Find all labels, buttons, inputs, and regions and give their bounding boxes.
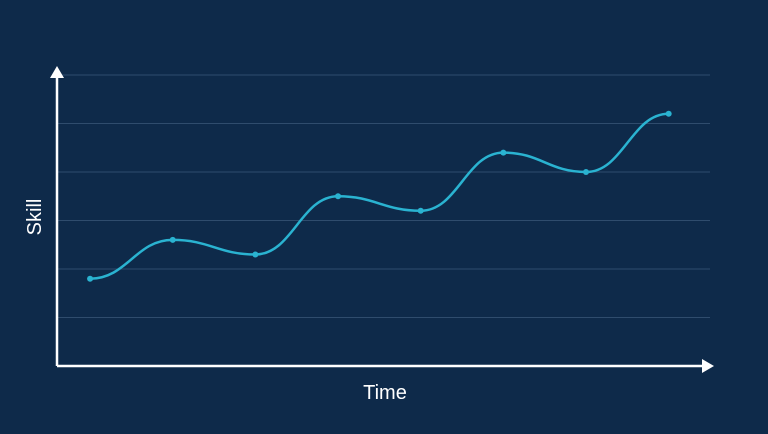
- data-point: [500, 149, 507, 156]
- data-point: [665, 110, 672, 117]
- data-point: [417, 207, 424, 214]
- x-axis-label: Time: [363, 382, 407, 404]
- series-line: [88, 112, 670, 280]
- data-point: [169, 236, 176, 243]
- data-point: [583, 169, 590, 175]
- x-axis-arrow-icon: [702, 359, 714, 373]
- y-axis-label: Skill: [24, 199, 46, 236]
- data-point: [87, 275, 94, 282]
- grid-lines: [57, 74, 710, 318]
- series: [87, 110, 672, 282]
- axes: [50, 66, 714, 373]
- data-point: [252, 251, 259, 258]
- data-point: [335, 193, 342, 200]
- y-axis-arrow-icon: [50, 66, 64, 78]
